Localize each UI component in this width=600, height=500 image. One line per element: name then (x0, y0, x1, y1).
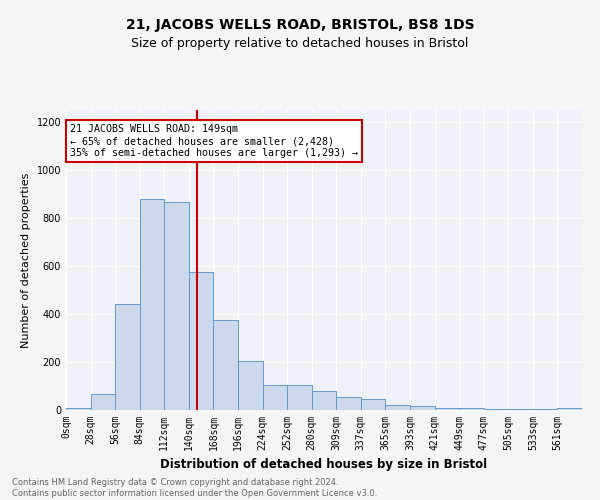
Text: 21, JACOBS WELLS ROAD, BRISTOL, BS8 1DS: 21, JACOBS WELLS ROAD, BRISTOL, BS8 1DS (125, 18, 475, 32)
Bar (557, 408, 582, 410)
Bar (263, 385, 287, 410)
Bar (459, 408, 484, 410)
Bar (214, 320, 238, 410)
Bar (434, 408, 459, 410)
Bar (336, 397, 361, 410)
Bar (140, 199, 164, 410)
Text: Size of property relative to detached houses in Bristol: Size of property relative to detached ho… (131, 38, 469, 51)
Text: Contains HM Land Registry data © Crown copyright and database right 2024.
Contai: Contains HM Land Registry data © Crown c… (12, 478, 377, 498)
Bar (385, 405, 410, 410)
Bar (533, 409, 557, 410)
Bar (410, 406, 434, 410)
Bar (361, 399, 385, 410)
Bar (238, 361, 263, 410)
Text: 21 JACOBS WELLS ROAD: 149sqm
← 65% of detached houses are smaller (2,428)
35% of: 21 JACOBS WELLS ROAD: 149sqm ← 65% of de… (70, 124, 358, 158)
Bar (287, 385, 312, 410)
Y-axis label: Number of detached properties: Number of detached properties (21, 172, 31, 348)
Bar (312, 391, 336, 410)
X-axis label: Distribution of detached houses by size in Bristol: Distribution of detached houses by size … (160, 458, 488, 471)
Bar (189, 272, 214, 410)
Bar (484, 409, 508, 410)
Bar (115, 304, 140, 410)
Bar (66, 408, 91, 410)
Bar (91, 394, 115, 410)
Bar (508, 409, 533, 410)
Bar (164, 202, 189, 410)
